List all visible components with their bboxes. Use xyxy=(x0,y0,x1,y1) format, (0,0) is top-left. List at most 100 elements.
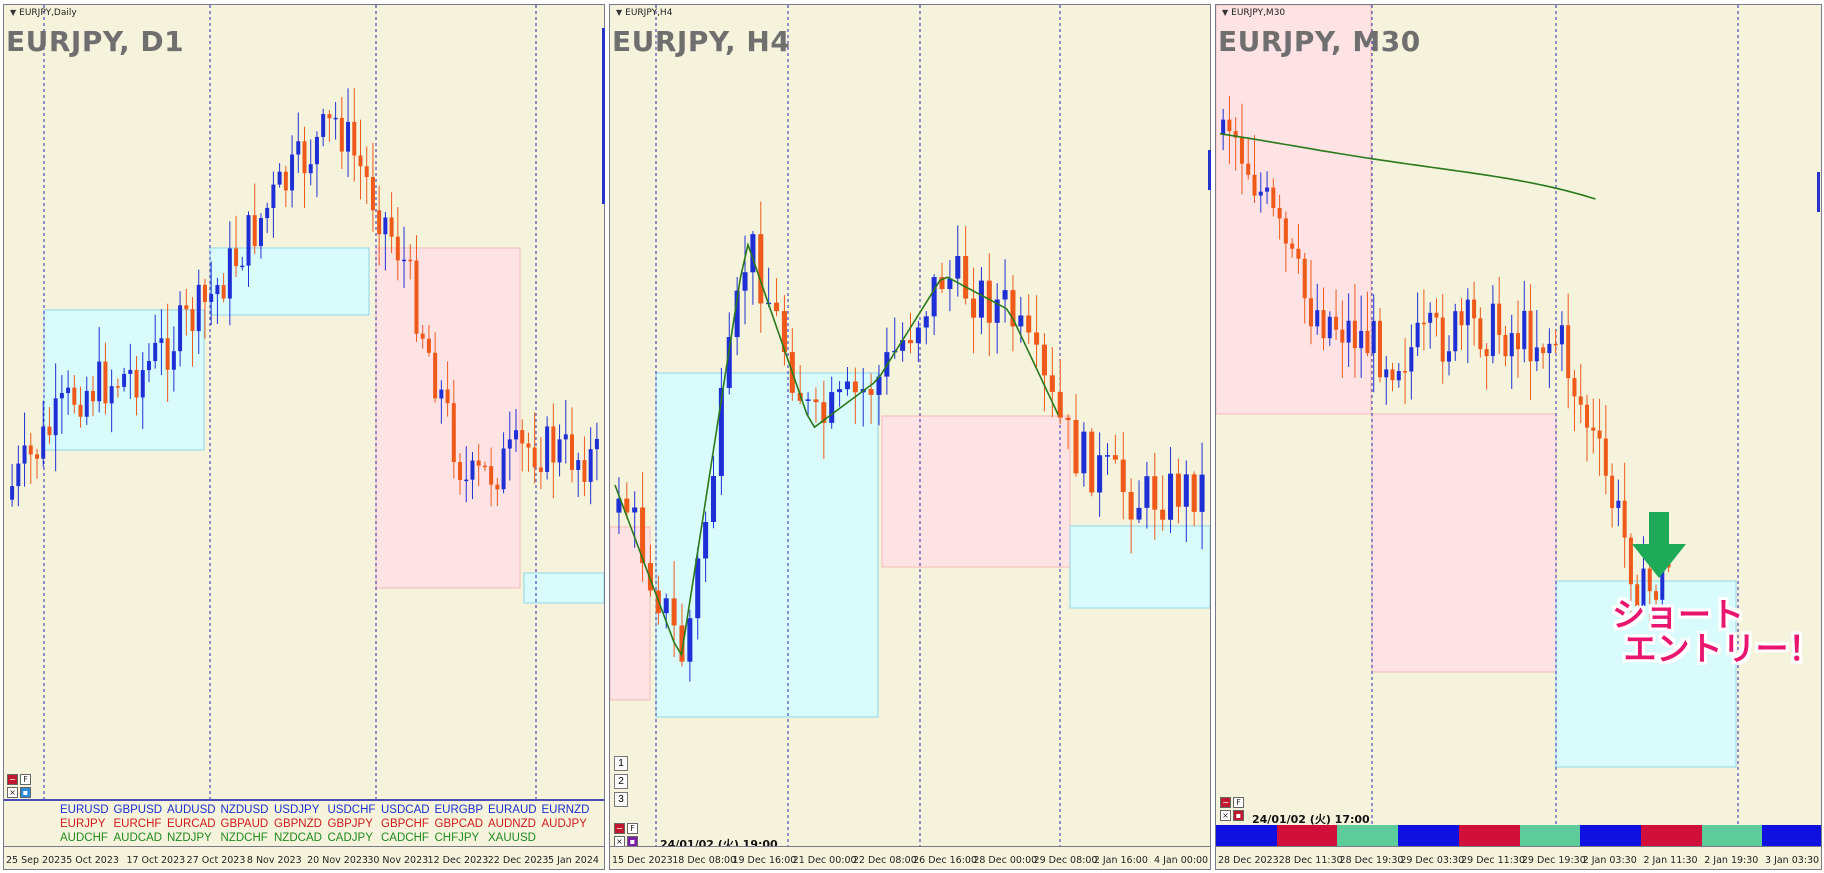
candle-body xyxy=(742,272,748,291)
candle-body xyxy=(647,563,653,591)
candle-body xyxy=(923,316,929,328)
symbol-euraud[interactable]: EURAUD xyxy=(488,804,537,816)
symbol-gbpcad[interactable]: GBPCAD xyxy=(434,818,484,830)
chart-window-m30[interactable]: ▼ EURJPY,M30 EURJPY, M30 − F × ▪ 24/01/02… xyxy=(1215,4,1822,870)
symbol-eurusd[interactable]: EURUSD xyxy=(60,804,109,816)
candle-body xyxy=(1484,349,1489,357)
x-tick-label: 29 Dec 08:00 xyxy=(1033,855,1098,866)
symbol-audnzd[interactable]: AUDNZD xyxy=(488,818,536,830)
settings-panel-button[interactable]: ▪ xyxy=(20,787,31,798)
symbol-audcad[interactable]: AUDCAD xyxy=(113,832,163,844)
symbol-cadjpy[interactable]: CADJPY xyxy=(327,832,373,844)
symbol-nzdjpy[interactable]: NZDJPY xyxy=(167,832,212,844)
chart-title-d1: EURJPY, D1 xyxy=(6,25,185,58)
moving-average-line xyxy=(1219,133,1596,200)
x-tick-label: 2 Jan 03:30 xyxy=(1582,855,1637,866)
candle-body xyxy=(109,386,114,404)
candle-body xyxy=(576,460,581,470)
symbol-xauusd[interactable]: XAUUSD xyxy=(488,832,536,844)
font-panel-button[interactable]: F xyxy=(1233,797,1244,808)
symbol-nzdchf[interactable]: NZDCHF xyxy=(220,832,268,844)
candle-body xyxy=(971,298,977,318)
candle-body xyxy=(1377,320,1382,378)
symbol-eurgbp[interactable]: EURGBP xyxy=(434,804,484,816)
symbol-usdjpy[interactable]: USDJPY xyxy=(274,804,320,816)
symbol-audusd[interactable]: AUDUSD xyxy=(167,804,216,816)
symbol-gbpaud[interactable]: GBPAUD xyxy=(220,818,269,830)
candle-body xyxy=(1396,371,1401,381)
candle-body xyxy=(1647,568,1652,592)
candle-body xyxy=(931,277,937,317)
symbol-cadchf[interactable]: CADCHF xyxy=(381,832,429,844)
candlestick-plot-m30[interactable] xyxy=(1216,5,1822,870)
candle-body xyxy=(1352,320,1357,349)
minimize-panel-button[interactable]: − xyxy=(614,823,625,834)
candle-body xyxy=(470,460,475,480)
symbol-chfjpy[interactable]: CHFJPY xyxy=(434,832,480,844)
candle-body xyxy=(16,463,21,487)
symbol-eurcad[interactable]: EURCAD xyxy=(167,818,216,830)
candle-body xyxy=(1104,455,1111,457)
symbol-gbpchf[interactable]: GBPCHF xyxy=(381,818,429,830)
candle-body xyxy=(1465,299,1470,326)
font-panel-button[interactable]: F xyxy=(20,774,31,785)
candle-body xyxy=(1528,310,1533,362)
candle-body xyxy=(781,311,787,353)
chart-window-d1[interactable]: ▼ EURJPY,Daily EURJPY, D1 − F × ▪ EURUSD G… xyxy=(3,4,605,870)
candle-body xyxy=(258,218,263,247)
symbol-eurjpy[interactable]: EURJPY xyxy=(60,818,106,830)
candle-body xyxy=(1440,317,1445,362)
candle-body xyxy=(221,285,226,299)
symbol-eurnzd[interactable]: EURNZD xyxy=(541,804,590,816)
strength-segment xyxy=(1276,825,1338,847)
symbol-usdchf[interactable]: USDCHF xyxy=(327,804,376,816)
candle-body xyxy=(72,387,77,405)
minimize-panel-button[interactable]: − xyxy=(7,774,18,785)
symbol-gbpusd[interactable]: GBPUSD xyxy=(113,804,163,816)
candlestick-plot-h4[interactable] xyxy=(610,5,1211,870)
candle-body xyxy=(234,248,239,267)
candle-body xyxy=(252,215,257,247)
symbol-usdcad[interactable]: USDCAD xyxy=(381,804,430,816)
candlestick-plot-d1[interactable] xyxy=(4,5,605,870)
strength-segment xyxy=(1337,825,1399,847)
candle-body xyxy=(1041,344,1047,376)
candle-body xyxy=(1478,318,1483,350)
chart-window-h4[interactable]: ▼ EURJPY,H4 EURJPY, H4 1 2 3 − F × ▪ 24/0… xyxy=(609,4,1211,870)
x-tick-label: 5 Oct 2023 xyxy=(66,855,119,866)
timeframe-button-3[interactable]: 3 xyxy=(614,792,628,807)
minimize-panel-button[interactable]: − xyxy=(1220,797,1231,808)
symbol-nzdusd[interactable]: NZDUSD xyxy=(220,804,269,816)
candle-body xyxy=(1252,174,1257,196)
close-panel-button[interactable]: × xyxy=(7,787,18,798)
candle-body xyxy=(178,305,183,352)
settings-panel-button[interactable]: ▪ xyxy=(1233,810,1244,821)
candle-body xyxy=(532,447,537,468)
candle-body xyxy=(308,164,313,174)
symbol-nzdcad[interactable]: NZDCAD xyxy=(274,832,322,844)
symbol-audchf[interactable]: AUDCHF xyxy=(60,832,108,844)
window-menu-icon[interactable]: ▼ xyxy=(1222,8,1229,17)
candle-body xyxy=(1277,207,1282,219)
close-panel-button[interactable]: × xyxy=(1220,810,1231,821)
window-menu-icon[interactable]: ▼ xyxy=(616,8,623,17)
timeframe-button-2[interactable]: 2 xyxy=(614,774,628,789)
candle-body xyxy=(1534,347,1539,362)
candle-body xyxy=(134,369,139,398)
window-menu-icon[interactable]: ▼ xyxy=(10,8,17,17)
candle-body xyxy=(526,443,531,448)
timeframe-button-1[interactable]: 1 xyxy=(614,756,628,771)
font-panel-button[interactable]: F xyxy=(627,823,638,834)
symbol-gbpnzd[interactable]: GBPNZD xyxy=(274,818,322,830)
symbol-eurchf[interactable]: EURCHF xyxy=(113,818,162,830)
candle-body xyxy=(495,484,500,490)
symbol-gbpjpy[interactable]: GBPJPY xyxy=(327,818,373,830)
candle-body xyxy=(963,255,969,299)
candle-body xyxy=(1334,316,1339,330)
candle-body xyxy=(184,305,189,310)
candle-body xyxy=(1515,333,1521,350)
symbol-audjpy[interactable]: AUDJPY xyxy=(541,818,587,830)
candle-body xyxy=(1221,119,1226,135)
candle-body xyxy=(1616,500,1621,509)
candle-body xyxy=(66,387,71,394)
